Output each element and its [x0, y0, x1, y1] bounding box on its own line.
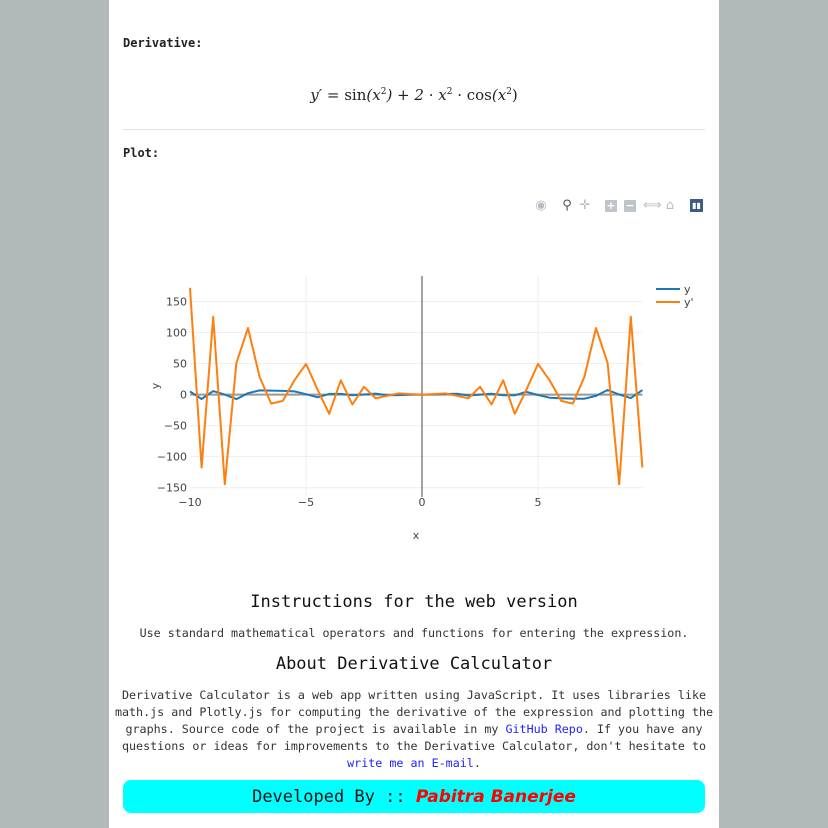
developer-name: Pabitra Banerjee [415, 787, 576, 807]
divider [123, 129, 705, 130]
formula-part: (x [366, 86, 381, 104]
zoom-icon[interactable]: ⚲ [562, 198, 572, 213]
y-axis-title: y [149, 382, 162, 389]
instructions-title: Instructions for the web version [250, 592, 578, 612]
formula-part: sin [344, 86, 367, 104]
github-repo-link[interactable]: GitHub Repo [505, 722, 583, 736]
formula-part: 2 [506, 87, 512, 97]
x-tick-label: 5 [535, 496, 542, 509]
y-tick-label: 100 [166, 326, 187, 339]
x-axis-title: x [413, 529, 420, 542]
y-tick-label: −150 [157, 482, 187, 495]
zoom-out-icon[interactable]: − [624, 199, 636, 212]
instructions-text: Use standard mathematical operators and … [139, 626, 689, 640]
plot-label: Plot: [123, 146, 160, 160]
formula-part: · cos [452, 86, 492, 104]
series-line-y-prime [189, 287, 644, 486]
legend-label: y' [684, 296, 694, 309]
derivative-formula: y′ = sin(x2) + 2 · x2 · cos(x2) [109, 86, 719, 104]
x-tick-label: 0 [419, 496, 426, 509]
footer-prefix: Developed By :: [252, 787, 416, 807]
about-text-part: Derivative Calculator is a web app writt… [114, 688, 714, 736]
about-title: About Derivative Calculator [275, 654, 553, 674]
formula-part: ) + 2 · x [386, 86, 447, 104]
y-tick-label: 150 [166, 295, 187, 308]
y-tick-label: 50 [173, 358, 187, 371]
derivative-label: Derivative: [123, 36, 203, 50]
about-text-part: . [473, 756, 481, 770]
formula-part: 2 [446, 87, 453, 97]
zoom-in-icon[interactable]: + [605, 199, 617, 212]
formula-eq: = [326, 86, 340, 104]
formula-part: ) [511, 86, 518, 104]
main-content: Derivative: y′ = sin(x2) + 2 · x2 · cos(… [109, 0, 719, 828]
about-text-part: . If you have any questions or ideas for… [121, 722, 707, 753]
formula-part: (x [491, 86, 507, 104]
x-tick-label: −10 [178, 496, 201, 509]
y-tick-label: −50 [164, 420, 187, 433]
camera-icon[interactable]: ◉ [535, 198, 547, 213]
pan-icon[interactable]: ✛ [579, 198, 591, 213]
home-icon[interactable]: ⌂ [665, 198, 675, 213]
formula-lhs: y′ [310, 86, 323, 104]
email-link[interactable]: write me an E-mail [347, 756, 474, 770]
y-tick-label: −100 [157, 451, 187, 464]
formula-part: 2 [380, 87, 387, 97]
about-text: Derivative Calculator is a web app writt… [109, 687, 719, 772]
plotly-logo-icon[interactable]: ▮▮ [690, 199, 703, 212]
x-tick-label: −5 [298, 496, 314, 509]
autoscale-icon[interactable]: ⟺ [643, 198, 662, 213]
legend-label: y [684, 283, 691, 296]
y-tick-label: 0 [180, 389, 187, 402]
footer-banner: Developed By :: Pabitra Banerjee [123, 780, 705, 813]
